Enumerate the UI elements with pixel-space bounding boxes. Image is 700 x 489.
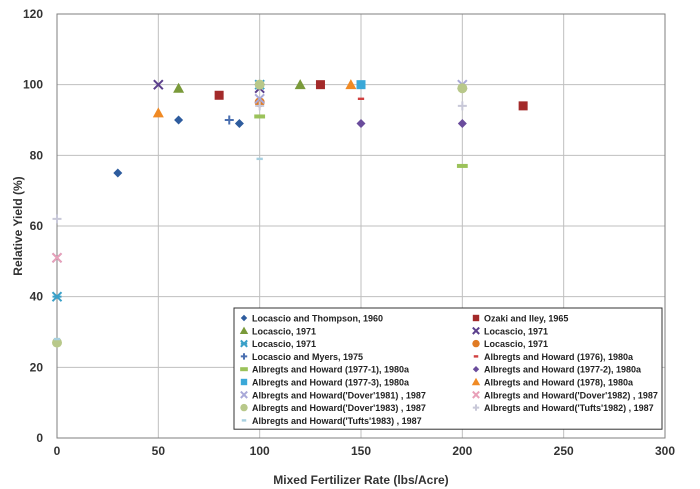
legend-entry: Locascio, 1971 (252, 339, 316, 349)
x-tick-label: 300 (655, 444, 675, 458)
legend-entry: Albregts and Howard('Dover'1983) , 1987 (252, 403, 426, 413)
x-axis-title: Mixed Fertilizer Rate (lbs/Acre) (273, 473, 448, 487)
x-tick-label: 0 (54, 444, 61, 458)
data-point (255, 101, 265, 111)
legend-entry: Locascio and Thompson, 1960 (252, 314, 383, 324)
data-point (357, 97, 365, 100)
data-point (345, 79, 357, 90)
x-tick-label: 50 (152, 444, 166, 458)
x-tick-label: 150 (351, 444, 371, 458)
x-tick-label: 200 (452, 444, 472, 458)
x-tick-label: 250 (554, 444, 574, 458)
data-point (457, 101, 467, 111)
legend-entry: Albregts and Howard (1976), 1980a (484, 352, 634, 362)
legend-entry: Locascio, 1971 (252, 326, 316, 336)
data-point (356, 119, 366, 129)
legend-entry: Ozaki and Iley, 1965 (484, 314, 568, 324)
legend-marker (240, 339, 248, 348)
data-point (315, 80, 325, 90)
data-point (234, 119, 244, 129)
data-point (152, 107, 164, 118)
legend-entry: Albregts and Howard (1977-3), 1980a (252, 378, 410, 388)
legend-marker (240, 378, 248, 386)
data-point (214, 90, 224, 100)
legend-entry: Albregts and Howard('Dover'1982) , 1987 (484, 390, 658, 400)
y-axis-title: Relative Yield (%) (11, 176, 25, 275)
legend-entry: Albregts and Howard (1977-2), 1980a (484, 365, 642, 375)
legend-entry: Albregts and Howard (1978), 1980a (484, 378, 634, 388)
data-point (356, 80, 366, 90)
legend-entry: Albregts and Howard('Dover'1981) , 1987 (252, 390, 426, 400)
data-point (518, 101, 528, 111)
data-point (254, 114, 266, 119)
legend-entry: Locascio, 1971 (484, 326, 548, 336)
plot-area (56, 13, 666, 439)
data-point (51, 291, 63, 302)
legend-box (233, 307, 663, 430)
data-point (224, 115, 234, 125)
data-point (113, 168, 123, 178)
data-point (254, 93, 265, 105)
legend-marker (472, 326, 480, 335)
y-tick-label: 40 (30, 290, 44, 304)
legend-marker (241, 419, 247, 422)
data-point (153, 79, 164, 90)
data-points (51, 79, 528, 348)
legend-entry: Albregts and Howard (1977-1), 1980a (252, 365, 410, 375)
legend-marker (240, 403, 248, 412)
legend-marker (472, 390, 480, 399)
legend-entry: Locascio and Myers, 1975 (252, 352, 363, 362)
legend-marker (240, 367, 248, 372)
legend-marker (240, 390, 248, 399)
legend-marker (472, 314, 480, 322)
data-point (256, 157, 263, 161)
legend-marker (472, 404, 480, 411)
data-point (456, 163, 468, 168)
legend-marker (472, 339, 480, 348)
legend-marker (472, 366, 480, 373)
data-point (51, 252, 63, 264)
legend-entry: Locascio, 1971 (484, 339, 548, 349)
y-tick-label: 100 (23, 78, 43, 92)
legend-marker (240, 314, 248, 322)
data-point (174, 115, 184, 125)
legend-entry: Albregts and Howard('Tufts'1982) , 1987 (484, 403, 654, 413)
x-axis-ticks: 0 50 100 150 200 250 300 (54, 444, 676, 458)
data-point (52, 214, 62, 224)
legend-marker (471, 377, 481, 386)
data-point (457, 83, 468, 94)
y-axis-ticks: 0 20 40 60 80 100 120 (23, 7, 43, 445)
legend-marker (239, 326, 249, 334)
y-tick-label: 120 (23, 7, 43, 21)
x-tick-label: 100 (250, 444, 270, 458)
legend-marker (473, 355, 479, 358)
y-tick-label: 80 (30, 148, 44, 162)
legend-marker (240, 353, 248, 360)
data-point (254, 79, 265, 90)
data-point (173, 82, 185, 93)
y-tick-label: 60 (30, 219, 44, 233)
legend-entry: Albregts and Howard('Tufts'1983) , 1987 (252, 416, 422, 426)
legend: Locascio and Thompson, 1960 Ozaki and Ile… (233, 307, 663, 430)
y-tick-label: 20 (30, 360, 44, 374)
data-point (457, 119, 467, 129)
data-point (294, 79, 306, 90)
y-tick-label: 0 (36, 431, 43, 445)
data-point (53, 337, 61, 341)
